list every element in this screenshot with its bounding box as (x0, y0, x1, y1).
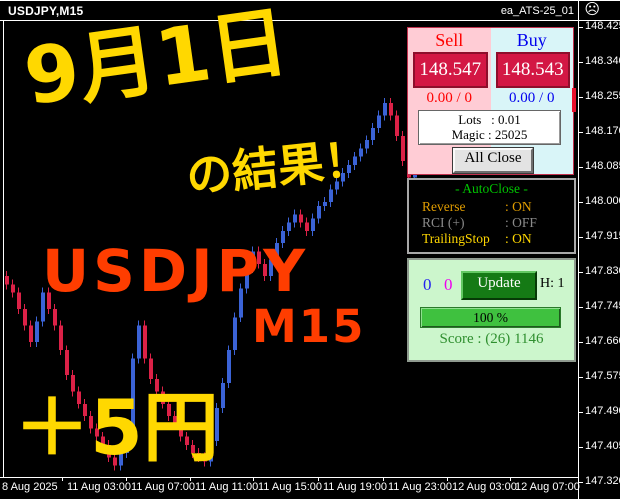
time-axis-label: 11 Aug 15:00 (258, 481, 323, 493)
price-axis-label: 147.745 (585, 300, 620, 312)
all-close-button[interactable]: All Close (452, 147, 534, 174)
price-axis-label: 147.830 (585, 265, 620, 277)
time-axis-label: 11 Aug 23:00 (388, 481, 453, 493)
price-axis-label: 147.575 (585, 370, 620, 382)
price-axis-tick (578, 272, 583, 273)
time-axis-label: 11 Aug 03:00 (67, 481, 132, 493)
price-axis-label: 148.000 (585, 195, 620, 207)
hedge-label: H: 1 (540, 276, 565, 291)
buy-price-button[interactable]: 148.543 (495, 52, 570, 88)
price-axis-tick (578, 202, 583, 203)
price-axis-label: 148.085 (585, 160, 620, 172)
time-axis-tick (126, 477, 127, 481)
time-axis-tick (253, 477, 254, 481)
price-axis-label: 147.320 (585, 475, 620, 487)
price-axis-label: 147.490 (585, 405, 620, 417)
overlay-timeframe-text: M15 (252, 300, 366, 353)
price-axis-tick (578, 447, 583, 448)
trailingstop-value: : ON (505, 231, 532, 246)
update-panel: 0 0 Update H: 1 100 % Score : (26) 1146 (407, 258, 576, 362)
price-axis-tick (578, 62, 583, 63)
price-axis-label: 148.170 (585, 125, 620, 137)
time-axis-label: 8 Aug 2025 (2, 481, 58, 493)
progress-bar: 100 % (420, 307, 561, 328)
sell-stats: 0.00 / 0 (426, 90, 472, 106)
magic-line: Magic : 25025 (451, 127, 528, 142)
time-axis-label: 11 Aug 07:00 (131, 481, 196, 493)
time-axis-tick (383, 477, 384, 481)
price-axis-tick (578, 132, 583, 133)
overlay-profit-text: ＋5円 (14, 383, 219, 472)
buy-label: Buy (516, 30, 547, 50)
reverse-value: : ON (505, 199, 532, 214)
price-axis-tick (578, 167, 583, 168)
price-axis-separator (578, 0, 579, 500)
overlay-symbol-text: USDJPY (42, 237, 310, 305)
chart-left-border (3, 20, 4, 478)
price-axis-tick (578, 27, 583, 28)
time-axis-tick (62, 477, 63, 481)
update-button[interactable]: Update (461, 271, 537, 300)
price-axis-label: 148.425 (585, 20, 620, 32)
time-axis-separator (0, 477, 579, 478)
counter-blue: 0 (423, 275, 432, 294)
reverse-label: Reverse (422, 199, 466, 214)
time-axis-label: 12 Aug 07:00 (515, 481, 580, 493)
ea-name: ea_ATS-25_01 (500, 5, 574, 17)
time-axis-label: 11 Aug 11:00 (195, 481, 259, 493)
price-axis-tick (578, 97, 583, 98)
price-axis-tick (578, 482, 583, 483)
price-axis-label: 147.405 (585, 440, 620, 452)
time-axis-tick (510, 477, 511, 481)
chart-title: USDJPY,M15 (8, 4, 84, 18)
price-axis-label: 148.340 (585, 55, 620, 67)
price-axis-tick (578, 342, 583, 343)
rci-label: RCI (+) (422, 215, 465, 230)
autoclose-row-trailingstop: TrailingStop : ON (422, 231, 570, 247)
trailingstop-label: TrailingStop (422, 231, 490, 246)
time-axis-label: 11 Aug 19:00 (323, 481, 388, 493)
autoclose-title: - AutoClose - (455, 181, 528, 196)
autoclose-row-rci: RCI (+) : OFF (422, 215, 570, 231)
price-axis-label: 148.255 (585, 90, 620, 102)
titlebar-separator (0, 20, 620, 21)
price-axis-label: 147.915 (585, 230, 620, 242)
price-axis-label: 147.660 (585, 335, 620, 347)
window-top-border (0, 0, 620, 1)
lots-magic-box: Lots : 0.01 Magic : 25025 (418, 110, 561, 145)
autoclose-row-reverse: Reverse : ON (422, 199, 570, 215)
price-axis-tick (578, 307, 583, 308)
price-axis-tick (578, 237, 583, 238)
price-axis-tick (578, 412, 583, 413)
autoclose-panel: - AutoClose - Reverse : ON RCI (+) : OFF… (407, 178, 576, 254)
lots-line: Lots : 0.01 (458, 112, 521, 127)
sell-price-button[interactable]: 148.547 (413, 52, 488, 88)
trade-panel: Sell 148.547 0.00 / 0 Buy 148.543 0.00 /… (407, 27, 574, 175)
time-axis-tick (447, 477, 448, 481)
score-text: Score : (26) 1146 (439, 331, 544, 347)
counter-magenta: 0 (444, 275, 453, 294)
ea-status-sad-icon[interactable]: ☹ (584, 1, 600, 18)
time-axis-tick (190, 477, 191, 481)
time-axis-tick (318, 477, 319, 481)
rci-value: : OFF (505, 215, 537, 230)
buy-stats: 0.00 / 0 (509, 90, 555, 106)
sell-label: Sell (435, 30, 464, 50)
current-price-marker (572, 88, 576, 112)
price-axis-tick (578, 377, 583, 378)
time-axis-label: 12 Aug 03:00 (452, 481, 517, 493)
